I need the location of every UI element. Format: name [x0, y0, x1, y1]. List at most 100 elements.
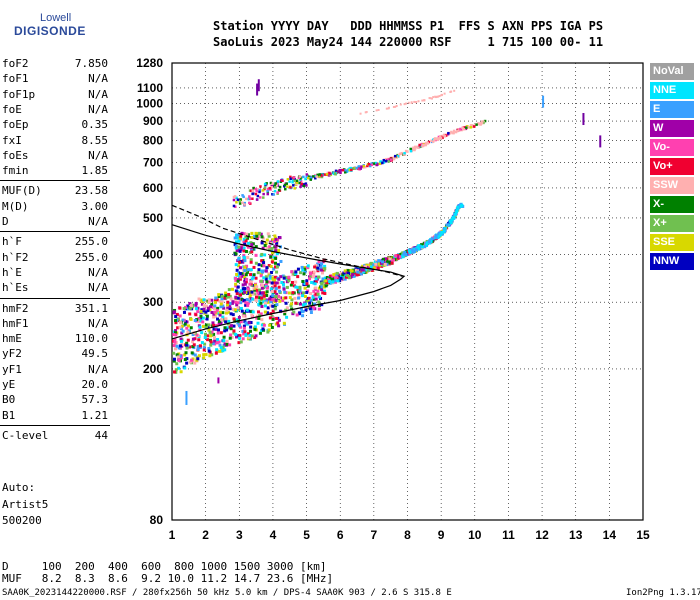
legend-item-ssw: SSW	[650, 177, 694, 194]
echo-point	[273, 234, 277, 238]
echo-point	[386, 257, 390, 261]
echo-point	[219, 302, 223, 306]
echo-point	[236, 279, 240, 283]
echo-point	[279, 259, 283, 263]
param-value: 57.3	[81, 393, 109, 407]
echo-point	[256, 271, 260, 275]
echo-point	[377, 108, 380, 111]
echo-point	[235, 196, 238, 200]
echo-point	[229, 312, 233, 316]
echo-point	[339, 276, 343, 280]
digisonde-logo-text: DIGISONDE	[14, 24, 86, 38]
echo-point	[455, 129, 459, 133]
echo-point	[390, 261, 394, 265]
echo-point	[185, 326, 189, 330]
echo-point	[218, 310, 222, 314]
echo-point	[249, 258, 253, 262]
param-row-foep: foEp 0.35	[2, 118, 108, 132]
echo-point	[177, 352, 181, 356]
echo-point	[210, 353, 214, 357]
legend-item-nnw: NNW	[650, 253, 694, 270]
echo-point	[303, 282, 307, 286]
param-value: 49.5	[81, 347, 109, 361]
echo-point	[423, 143, 427, 147]
echo-point	[206, 306, 210, 310]
echo-point	[356, 266, 360, 270]
echo-point	[282, 287, 286, 291]
echo-point	[370, 265, 374, 269]
echo-point	[178, 314, 182, 318]
echo-point	[246, 256, 250, 260]
echo-point	[243, 330, 247, 334]
echo-point	[275, 252, 279, 256]
echo-point	[353, 166, 357, 170]
x-tick-label: 2	[202, 528, 209, 542]
param-value: N/A	[88, 281, 108, 295]
echo-point	[211, 341, 215, 345]
echo-point	[262, 264, 266, 268]
echo-point	[431, 140, 435, 143]
echo-point	[269, 255, 273, 259]
legend-item-e: E	[650, 101, 694, 118]
echo-point	[259, 185, 262, 188]
y-tick-label: 80	[150, 513, 164, 527]
echo-point	[249, 260, 253, 264]
echo-point	[260, 323, 264, 327]
echo-point	[369, 261, 373, 265]
echo-point	[175, 344, 179, 348]
echo-point	[234, 205, 237, 209]
echo-point	[319, 265, 323, 269]
echo-point	[403, 103, 406, 106]
echo-point	[255, 198, 259, 201]
echo-point	[413, 145, 417, 149]
echo-point	[394, 254, 398, 258]
echo-point	[174, 331, 178, 335]
auto-artist: Artist5	[2, 498, 49, 511]
echo-point	[238, 260, 242, 264]
echo-point	[207, 300, 211, 304]
echo-point	[272, 182, 276, 186]
echo-point	[267, 234, 271, 238]
echo-point	[403, 250, 407, 254]
param-value: N/A	[88, 362, 108, 376]
echo-point	[217, 295, 221, 299]
echo-point	[196, 310, 200, 314]
echo-point	[352, 274, 356, 278]
echo-point	[401, 254, 405, 258]
echo-point	[298, 175, 302, 178]
echo-point	[189, 317, 193, 321]
echo-point	[357, 165, 361, 168]
echo-point	[202, 346, 206, 350]
x-tick-label: 14	[603, 528, 617, 542]
y-tick-label: 700	[143, 155, 163, 169]
echo-point	[316, 266, 320, 270]
echo-point	[265, 311, 269, 315]
echo-point	[228, 294, 232, 298]
echo-point	[216, 317, 220, 321]
echo-point	[469, 124, 473, 128]
echo-point	[396, 155, 400, 158]
echo-point	[218, 343, 222, 347]
echo-point	[247, 321, 251, 325]
echo-point	[468, 126, 471, 129]
echo-point	[242, 314, 246, 318]
echo-point	[268, 248, 272, 252]
echo-point	[300, 265, 304, 269]
echo-point	[344, 168, 347, 172]
echo-point	[372, 263, 376, 267]
echo-point	[206, 325, 210, 329]
echo-point	[363, 165, 367, 169]
echo-point	[334, 276, 338, 280]
y-tick-label: 900	[143, 114, 163, 128]
echo-point	[350, 168, 353, 172]
echo-point	[254, 231, 258, 235]
echo-point	[220, 294, 224, 298]
echo-point	[175, 353, 179, 357]
echo-point	[244, 301, 248, 305]
echo-point	[399, 252, 403, 256]
echo-point	[194, 313, 198, 317]
param-name: foEp	[2, 118, 29, 132]
echo-point	[237, 341, 241, 345]
echo-point	[250, 231, 254, 235]
